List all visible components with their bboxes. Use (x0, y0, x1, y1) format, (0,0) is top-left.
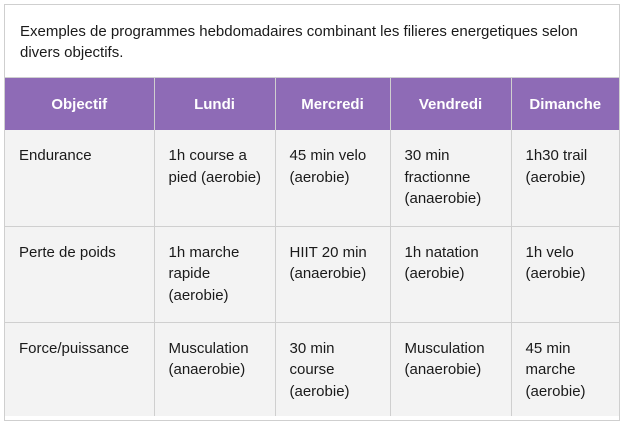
cell-mercredi: 45 min velo (aerobie) (275, 130, 391, 227)
cell-dimanche: 45 min marche (aerobie) (511, 322, 619, 416)
header-objectif: Objectif (5, 78, 155, 130)
row-objective: Force/puissance (5, 322, 155, 416)
header-vendredi: Vendredi (390, 78, 512, 130)
header-row: Objectif Lundi Mercredi Vendredi Dimanch… (5, 78, 619, 130)
cell-mercredi: 30 min course (aerobie) (275, 322, 391, 416)
cell-vendredi: 1h natation (aerobie) (390, 226, 512, 323)
cell-dimanche: 1h30 trail (aerobie) (511, 130, 619, 227)
table-caption: Exemples de programmes hebdomadaires com… (5, 5, 619, 78)
cell-lundi: 1h marche rapide (aerobie) (154, 226, 276, 323)
cell-dimanche: 1h velo (aerobie) (511, 226, 619, 323)
header-dimanche: Dimanche (511, 78, 619, 130)
table-frame: Exemples de programmes hebdomadaires com… (4, 4, 620, 421)
table-row: Perte de poids 1h marche rapide (aerobie… (5, 226, 619, 323)
table-row: Endurance 1h course a pied (aerobie) 45 … (5, 130, 619, 227)
header-mercredi: Mercredi (275, 78, 391, 130)
row-objective: Perte de poids (5, 226, 155, 323)
cell-vendredi: 30 min fractionne (anaerobie) (390, 130, 512, 227)
cell-lundi: 1h course a pied (aerobie) (154, 130, 276, 227)
table-row: Force/puissance Musculation (anaerobie) … (5, 322, 619, 416)
weekly-program-table: Objectif Lundi Mercredi Vendredi Dimanch… (5, 78, 619, 416)
header-lundi: Lundi (154, 78, 276, 130)
cell-mercredi: HIIT 20 min (anaerobie) (275, 226, 391, 323)
row-objective: Endurance (5, 130, 155, 227)
cell-vendredi: Musculation (anaerobie) (390, 322, 512, 416)
cell-lundi: Musculation (anaerobie) (154, 322, 276, 416)
